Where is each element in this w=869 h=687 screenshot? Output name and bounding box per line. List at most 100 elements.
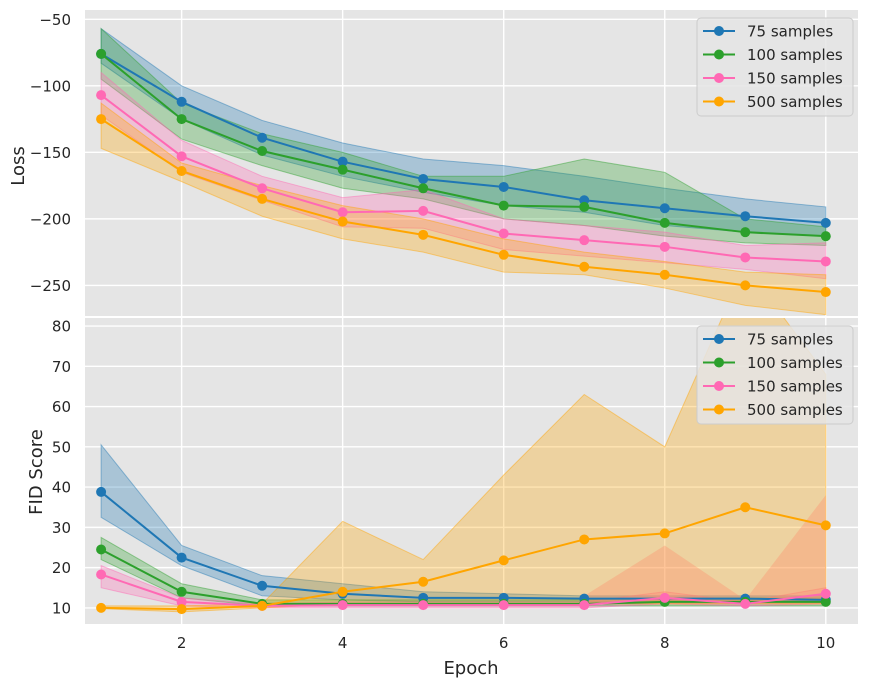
y-tick-label: 80 [52, 318, 71, 336]
y-tick-label: 10 [52, 599, 71, 617]
legend-marker [714, 26, 724, 36]
y-tick-label: −250 [30, 277, 71, 295]
legend-item: 100 samples [703, 46, 843, 64]
series-line [101, 506, 827, 611]
y-tick-label: −150 [30, 144, 71, 162]
legend-item: 500 samples [703, 93, 843, 111]
legend-item: 75 samples [703, 23, 833, 41]
data-point [337, 216, 348, 227]
data-point [659, 592, 670, 603]
loss-legend: 75 samples 100 samples 150 samples 500 samp… [696, 17, 854, 117]
fid-series-lines [96, 486, 831, 615]
loss-series-lines [96, 48, 831, 298]
confidence-band [100, 27, 827, 247]
data-point [498, 600, 509, 611]
data-point [659, 217, 670, 228]
data-point [820, 256, 831, 267]
data-point [579, 534, 590, 545]
series-line [100, 53, 826, 224]
data-point [498, 249, 509, 260]
series-line [100, 53, 826, 238]
data-point [418, 600, 429, 611]
data-point [740, 227, 751, 238]
y-tick-label: −50 [39, 11, 71, 29]
data-point [176, 165, 187, 176]
legend-label: 150 samples [747, 378, 843, 396]
data-point [418, 576, 429, 587]
data-point [579, 261, 590, 272]
series-line [100, 118, 826, 294]
data-point [257, 600, 268, 611]
data-point [740, 280, 751, 291]
fid-y-axis-label: FID Score [26, 429, 47, 515]
data-point [820, 588, 831, 599]
data-point [498, 555, 509, 566]
series-line [100, 491, 826, 601]
legend-label: 75 samples [747, 23, 833, 41]
legend-label: 500 samples [747, 93, 843, 111]
data-point [740, 502, 751, 513]
data-point [176, 552, 187, 563]
data-point [579, 235, 590, 246]
data-point [176, 604, 187, 615]
legend-box [696, 17, 854, 117]
data-point [96, 114, 107, 125]
data-point [257, 193, 268, 204]
legend-label: 500 samples [747, 401, 843, 419]
epoch-x-axis-label: Epoch [443, 658, 498, 679]
legend-label: 100 samples [747, 354, 843, 372]
data-point [337, 164, 348, 175]
legend-marker [714, 49, 724, 60]
legend-marker [714, 404, 724, 415]
data-point [96, 544, 107, 555]
y-tick-label: 30 [52, 519, 71, 537]
series-line [100, 573, 826, 607]
data-point [659, 241, 670, 252]
loss-y-axis-label: Loss [8, 146, 29, 185]
data-point [257, 580, 268, 591]
data-point [498, 228, 509, 239]
y-tick-label: 70 [52, 358, 71, 376]
data-point [337, 156, 348, 167]
x-tick-label: 6 [499, 634, 509, 652]
data-point [659, 203, 670, 214]
data-point [418, 229, 429, 240]
y-tick-label: 60 [52, 398, 71, 416]
data-point [579, 600, 590, 611]
data-point [820, 596, 831, 607]
series-line [100, 548, 826, 605]
confidence-band [100, 102, 827, 316]
x-tick-label: 4 [338, 634, 348, 652]
data-point [820, 231, 831, 242]
data-point [257, 146, 268, 157]
x-tick-label: 2 [177, 634, 187, 652]
data-point [659, 528, 670, 539]
legend-item: 500 samples [703, 401, 843, 419]
data-point [820, 520, 831, 531]
x-tick-label: 8 [660, 634, 670, 652]
y-tick-label: 20 [52, 559, 71, 577]
legend-item: 150 samples [703, 70, 843, 88]
data-point [498, 181, 509, 192]
legend-marker [714, 381, 724, 391]
legend-label: 150 samples [747, 70, 843, 88]
epoch-x-tick-labels: 2 4 6 8 10 [177, 634, 835, 652]
legend-marker [714, 357, 724, 368]
legend-item: 100 samples [703, 354, 843, 372]
data-point [176, 596, 187, 607]
series-150-samples [96, 569, 831, 611]
data-point [96, 602, 107, 613]
data-point [740, 598, 751, 609]
data-point [740, 252, 751, 263]
data-point [418, 173, 429, 184]
data-point [418, 183, 429, 194]
data-point [176, 114, 187, 125]
confidence-band-overlap [584, 495, 826, 604]
data-point [176, 96, 187, 107]
data-point [820, 217, 831, 228]
data-point [337, 586, 348, 597]
data-point [337, 207, 348, 218]
y-tick-label: 40 [52, 479, 71, 497]
loss-y-tick-labels: −50 −100 −150 −200 −250 [30, 11, 71, 295]
